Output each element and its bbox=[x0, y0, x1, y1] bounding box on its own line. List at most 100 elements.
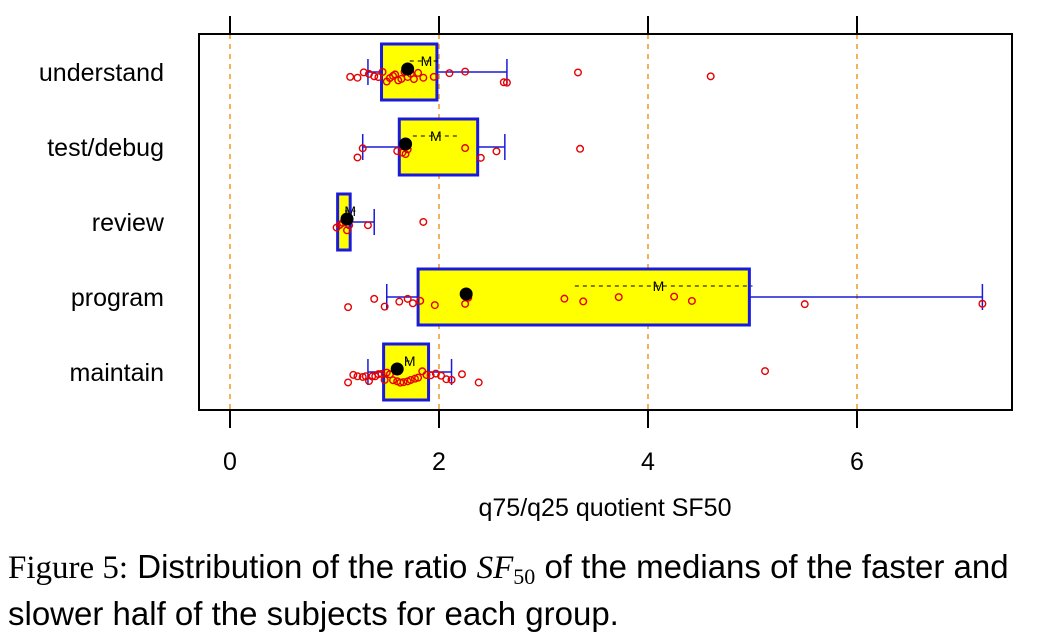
mean-marker-test-debug: M bbox=[430, 128, 442, 144]
data-point-maintain-22 bbox=[422, 370, 431, 379]
data-point-maintain-30 bbox=[761, 367, 770, 376]
data-point-understand-22 bbox=[499, 78, 508, 87]
data-point-maintain-13 bbox=[389, 376, 398, 385]
caption-text-before: Distribution of the ratio bbox=[137, 548, 468, 585]
data-point-program-15 bbox=[800, 300, 809, 309]
data-point-maintain-9 bbox=[377, 369, 386, 378]
data-point-review-3 bbox=[343, 226, 352, 235]
data-point-maintain-27 bbox=[447, 375, 456, 384]
mean-marker-understand: M bbox=[421, 53, 433, 69]
data-point-maintain-23 bbox=[426, 371, 435, 380]
y-axis-labels: understand test/debug review program maintai… bbox=[39, 59, 165, 387]
tick-label-2: 2 bbox=[432, 448, 446, 476]
group-label-understand: understand bbox=[39, 59, 164, 87]
data-point-maintain-1 bbox=[349, 370, 358, 379]
data-point-maintain-3 bbox=[358, 372, 367, 381]
data-point-test-debug-8 bbox=[492, 147, 501, 156]
tick-label-4: 4 bbox=[641, 448, 655, 476]
data-point-maintain-25 bbox=[437, 371, 446, 380]
data-point-test-debug-9 bbox=[576, 144, 585, 153]
data-point-test-debug-1 bbox=[358, 144, 367, 153]
data-point-maintain-16 bbox=[399, 378, 408, 387]
median-dot-understand bbox=[401, 62, 415, 76]
data-point-program-3 bbox=[395, 297, 404, 306]
box-understand bbox=[380, 42, 439, 102]
data-point-review-6 bbox=[419, 217, 428, 226]
data-point-understand-2 bbox=[359, 68, 368, 77]
median-dot-test-debug bbox=[399, 137, 413, 151]
data-point-maintain-26 bbox=[442, 375, 451, 384]
data-point-understand-10 bbox=[391, 70, 400, 79]
data-point-understand-5 bbox=[374, 73, 383, 82]
data-point-maintain-29 bbox=[474, 378, 483, 387]
tick-label-0: 0 bbox=[223, 448, 237, 476]
data-point-program-2 bbox=[380, 302, 389, 311]
data-point-maintain-8 bbox=[374, 370, 383, 379]
data-point-test-debug-2 bbox=[393, 147, 402, 156]
data-point-program-6 bbox=[416, 296, 425, 305]
data-point-maintain-20 bbox=[414, 373, 423, 382]
mean-marker-review: M bbox=[344, 203, 356, 219]
median-dot-review bbox=[340, 212, 354, 226]
caption-math-main: SF bbox=[476, 550, 514, 586]
data-point-program-10 bbox=[560, 294, 569, 303]
data-point-understand-19 bbox=[429, 72, 438, 81]
data-point-test-debug-7 bbox=[476, 153, 485, 162]
data-point-program-16 bbox=[978, 299, 987, 308]
box-test-debug bbox=[397, 117, 480, 177]
data-point-review-5 bbox=[363, 221, 372, 230]
median-dot-maintain bbox=[390, 362, 404, 376]
data-point-test-debug-4 bbox=[401, 150, 410, 159]
data-point-program-8 bbox=[461, 299, 470, 308]
data-point-understand-0 bbox=[346, 72, 355, 81]
data-point-understand-24 bbox=[573, 68, 582, 77]
caption-text-after: of the medians of the faster and slower … bbox=[8, 548, 1009, 632]
data-point-maintain-28 bbox=[457, 370, 466, 379]
tick-label-6: 6 bbox=[850, 448, 864, 476]
data-point-program-1 bbox=[370, 294, 379, 303]
data-point-maintain-2 bbox=[353, 372, 362, 381]
data-point-test-debug-0 bbox=[353, 153, 362, 162]
box-program bbox=[416, 267, 751, 327]
data-point-maintain-15 bbox=[396, 378, 405, 387]
grid-lines bbox=[229, 34, 858, 410]
group-label-review: review bbox=[92, 209, 165, 237]
data-point-program-13 bbox=[670, 292, 679, 301]
data-point-understand-16 bbox=[409, 75, 418, 84]
data-point-program-0 bbox=[344, 303, 353, 312]
median-dot-program bbox=[459, 287, 473, 301]
data-point-maintain-18 bbox=[406, 375, 415, 384]
boxplot-chart: M M M M M 0 2 4 6 understand test/debug review pro… bbox=[39, 16, 1013, 522]
group-label-maintain: maintain bbox=[70, 359, 165, 387]
caption-prefix: Figure 5: bbox=[8, 550, 129, 586]
data-point-program-12 bbox=[614, 293, 623, 302]
data-point-maintain-12 bbox=[385, 370, 394, 379]
caption-math-sub: 50 bbox=[513, 564, 536, 589]
mean-marker-program: M bbox=[653, 278, 665, 294]
caption-math: SF50 bbox=[476, 550, 536, 589]
data-point-understand-4 bbox=[370, 72, 379, 81]
data-point-understand-21 bbox=[461, 67, 470, 76]
data-point-program-7 bbox=[430, 301, 439, 310]
mean-marker-maintain: M bbox=[404, 353, 416, 369]
data-point-understand-23 bbox=[502, 78, 511, 87]
data-point-understand-9 bbox=[389, 71, 398, 80]
data-point-understand-6 bbox=[378, 67, 387, 76]
figure-caption: Figure 5: Distribution of the ratio SF50… bbox=[8, 544, 1034, 637]
data-point-understand-20 bbox=[445, 69, 454, 78]
group-label-program: program bbox=[71, 284, 164, 312]
plot-frame bbox=[198, 33, 1013, 411]
data-point-program-5 bbox=[408, 299, 417, 308]
data-point-maintain-0 bbox=[344, 378, 353, 387]
x-axis-title: q75/q25 quotient SF50 bbox=[479, 494, 732, 522]
data-point-maintain-10 bbox=[380, 375, 389, 384]
data-point-understand-25 bbox=[706, 72, 715, 81]
data-point-understand-1 bbox=[353, 73, 362, 82]
x-axis: 0 2 4 6 bbox=[223, 16, 864, 476]
data-point-program-11 bbox=[579, 297, 588, 306]
group-label-test-debug: test/debug bbox=[47, 134, 164, 162]
data-point-understand-18 bbox=[419, 73, 428, 82]
data-point-program-4 bbox=[403, 294, 412, 303]
data-point-test-debug-6 bbox=[461, 144, 470, 153]
data-point-program-14 bbox=[687, 296, 696, 305]
